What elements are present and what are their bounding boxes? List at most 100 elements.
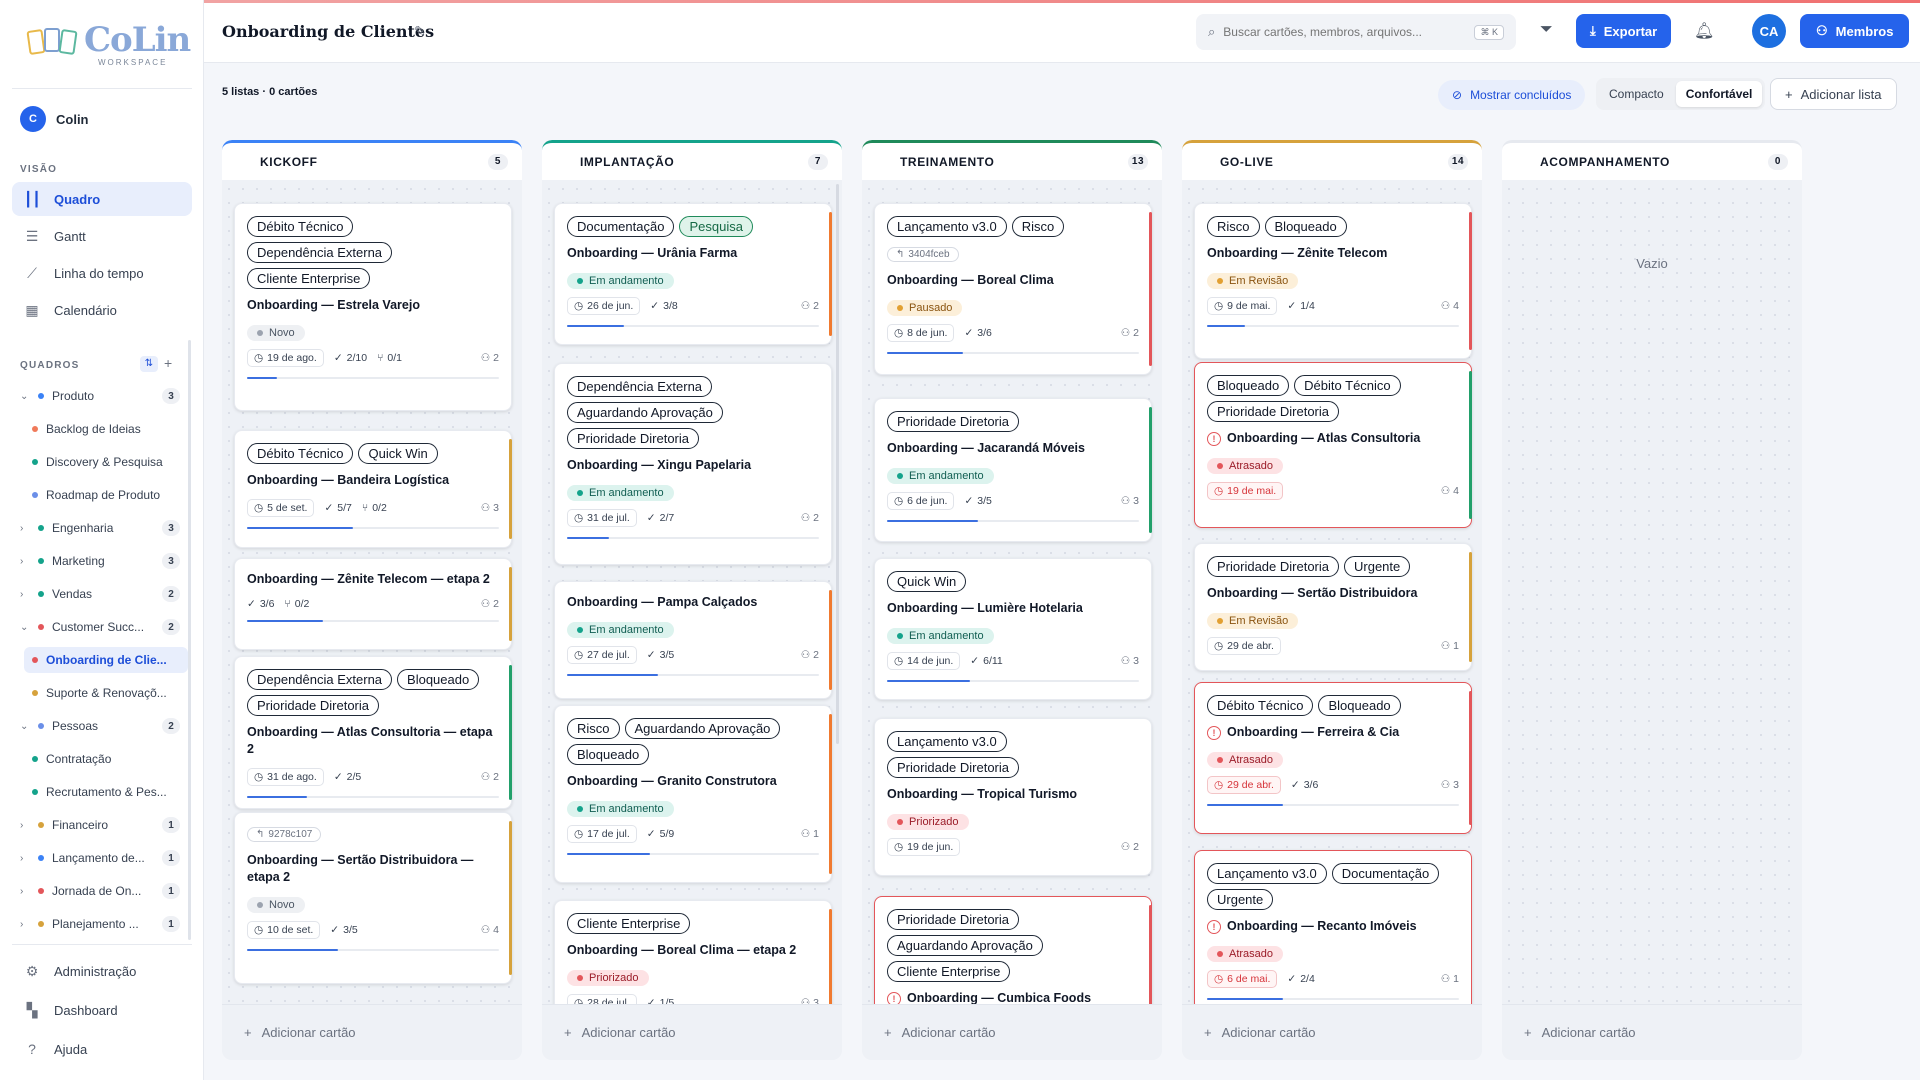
card-tag[interactable]: Prioridade Diretoria xyxy=(887,411,1019,432)
card-tag[interactable]: Prioridade Diretoria xyxy=(887,757,1019,778)
card-tag[interactable]: Documentação xyxy=(567,216,675,237)
task-card[interactable]: Débito Técnico Quick Win Onboarding — Band… xyxy=(234,430,512,548)
card-tag[interactable]: Cliente Enterprise xyxy=(247,268,371,289)
card-tag[interactable]: Risco xyxy=(1207,216,1260,237)
due-date[interactable]: ◷ 6 de mai. xyxy=(1207,970,1278,988)
density-compact[interactable]: Compacto xyxy=(1609,87,1664,101)
card-tag[interactable]: Aguardando Aprovação xyxy=(567,402,723,423)
task-card[interactable]: Bloqueado Débito Técnico Prioridade Direto… xyxy=(1194,362,1472,528)
card-tag[interactable]: Quick Win xyxy=(887,571,967,592)
board-item[interactable]: Roadmap de Produto xyxy=(28,482,188,508)
card-tag[interactable]: Dependência Externa xyxy=(247,669,393,690)
board-group[interactable]: › Jornada de On... 1 xyxy=(20,878,180,904)
due-date[interactable]: ◷ 19 de mai. xyxy=(1207,482,1284,500)
members-button[interactable]: ⚇ Membros xyxy=(1800,14,1910,48)
board-group[interactable]: ⌄ Produto 3 xyxy=(20,383,180,409)
chevron-icon[interactable]: ⌄ xyxy=(20,621,29,633)
card-tag[interactable]: Urgente xyxy=(1344,556,1411,577)
task-card[interactable]: Prioridade Diretoria Onboarding — Jacaran… xyxy=(874,398,1152,542)
due-date[interactable]: ◷ 5 de set. xyxy=(247,499,315,517)
card-tag[interactable]: Cliente Enterprise xyxy=(567,913,691,934)
bell-icon[interactable]: 🔔︎ xyxy=(1694,23,1715,40)
task-card[interactable]: Prioridade Diretoria Urgente Onboarding — … xyxy=(1194,543,1472,671)
commit-ref[interactable]: ↰ 9278c107 xyxy=(247,827,322,842)
task-card[interactable]: ↰ 9278c107 Onboarding — Sertão Distribuido… xyxy=(234,812,512,984)
add-card-button[interactable]: + Adicionar cartão xyxy=(862,1004,1162,1060)
search-box[interactable]: ⌕ ⌘ K xyxy=(1196,14,1516,50)
card-tag[interactable]: Prioridade Diretoria xyxy=(567,428,699,449)
due-date[interactable]: ◷ 19 de ago. xyxy=(247,349,324,367)
board-group[interactable]: ⌄ Customer Succ... 2 xyxy=(20,614,180,640)
due-date[interactable]: ◷ 29 de abr. xyxy=(1207,776,1281,794)
board-item[interactable]: Recrutamento & Pes... xyxy=(28,779,188,805)
due-date[interactable]: ◷ 14 de jun. xyxy=(887,652,961,670)
card-tag[interactable]: Pesquisa xyxy=(679,216,753,237)
nav-gear[interactable]: ⚙ Administração xyxy=(12,954,192,988)
card-tag[interactable]: Débito Técnico xyxy=(247,443,354,464)
card-tag[interactable]: Bloqueado xyxy=(567,744,650,765)
due-date[interactable]: ◷ 28 de jul. xyxy=(567,994,637,1004)
card-tag[interactable]: Prioridade Diretoria xyxy=(887,909,1019,930)
nav-help[interactable]: ? Ajuda xyxy=(12,1032,192,1066)
board-item[interactable]: Contratação xyxy=(28,746,188,772)
board-item[interactable]: Suporte & Renovaçõ... xyxy=(28,680,188,706)
due-date[interactable]: ◷ 10 de set. xyxy=(247,921,321,939)
column-scrollbar[interactable] xyxy=(836,184,839,744)
card-tag[interactable]: Débito Técnico xyxy=(1207,695,1314,716)
board-item[interactable]: Onboarding de Clie... xyxy=(24,647,188,673)
nav-timeline[interactable]: ⟋ Linha do tempo xyxy=(12,256,192,290)
card-tag[interactable]: Débito Técnico xyxy=(247,216,354,237)
commit-ref[interactable]: ↰ 3404fceb xyxy=(887,247,959,262)
board-group[interactable]: ⌄ Pessoas 2 xyxy=(20,713,180,739)
due-date[interactable]: ◷ 27 de jul. xyxy=(567,646,637,664)
chevron-icon[interactable]: › xyxy=(20,522,24,534)
edit-title-icon[interactable]: ✎ xyxy=(414,23,426,39)
card-tag[interactable]: Dependência Externa xyxy=(247,242,393,263)
task-card[interactable]: Risco Aguardando Aprovação Bloqueado Onboar… xyxy=(554,705,832,883)
add-card-button[interactable]: + Adicionar cartão xyxy=(222,1004,522,1060)
show-done-button[interactable]: ⊘ Mostrar concluídos xyxy=(1438,80,1586,110)
task-card[interactable]: Prioridade Diretoria Aguardando Aprovação… xyxy=(874,896,1152,1004)
due-date[interactable]: ◷ 31 de ago. xyxy=(247,768,324,786)
add-list-button[interactable]: + Adicionar lista xyxy=(1770,78,1897,110)
task-card[interactable]: Dependência Externa Bloqueado Prioridade D… xyxy=(234,656,512,809)
task-card[interactable]: Lançamento v3.0 Risco ↰ 3404fceb Onboarding … xyxy=(874,203,1152,375)
card-tag[interactable]: Prioridade Diretoria xyxy=(1207,401,1339,422)
board-group[interactable]: › Marketing 3 xyxy=(20,548,180,574)
card-tag[interactable]: Lançamento v3.0 xyxy=(1207,863,1327,884)
export-button[interactable]: ⤓ Exportar xyxy=(1576,14,1672,48)
board-item[interactable]: Discovery & Pesquisa xyxy=(28,449,188,475)
board-group[interactable]: › Planejamento ... 1 xyxy=(20,911,180,937)
board-group[interactable]: › Engenharia 3 xyxy=(20,515,180,541)
boards-filter-icon[interactable]: ⇅ xyxy=(140,356,158,372)
nav-gantt[interactable]: ☰ Gantt xyxy=(12,219,192,253)
chevron-icon[interactable]: › xyxy=(20,918,24,930)
card-tag[interactable]: Urgente xyxy=(1207,889,1274,910)
card-tag[interactable]: Aguardando Aprovação xyxy=(887,935,1043,956)
add-card-button[interactable]: + Adicionar cartão xyxy=(542,1004,842,1060)
card-tag[interactable]: Risco xyxy=(1011,216,1065,237)
task-card[interactable]: Débito Técnico Bloqueado! Onboarding — Fer… xyxy=(1194,682,1472,834)
card-tag[interactable]: Lançamento v3.0 xyxy=(887,731,1007,752)
chevron-icon[interactable]: ⌄ xyxy=(20,720,29,732)
card-tag[interactable]: Bloqueado xyxy=(1318,695,1401,716)
workspace-switcher[interactable]: C Colin xyxy=(20,106,89,132)
board-group[interactable]: › Vendas 2 xyxy=(20,581,180,607)
task-card[interactable]: Risco Bloqueado Onboarding — Zênite Teleco… xyxy=(1194,203,1472,359)
card-tag[interactable]: Risco xyxy=(567,718,620,739)
add-card-button[interactable]: + Adicionar cartão xyxy=(1182,1004,1482,1060)
due-date[interactable]: ◷ 9 de mai. xyxy=(1207,297,1278,315)
sidebar-scrollbar[interactable] xyxy=(188,340,191,940)
user-avatar[interactable]: CA xyxy=(1752,14,1786,48)
due-date[interactable]: ◷ 6 de jun. xyxy=(887,492,955,510)
task-card[interactable]: Onboarding — Zênite Telecom — etapa 2 ✓ 3/… xyxy=(234,558,512,650)
card-tag[interactable]: Lançamento v3.0 xyxy=(887,216,1007,237)
card-tag[interactable]: Cliente Enterprise xyxy=(887,961,1011,982)
task-card[interactable]: Lançamento v3.0 Documentação Urgente! Onboa… xyxy=(1194,850,1472,1004)
board-group[interactable]: › Lançamento de... 1 xyxy=(20,845,180,871)
chevron-icon[interactable]: › xyxy=(20,885,24,897)
card-tag[interactable]: Bloqueado xyxy=(1264,216,1347,237)
card-tag[interactable]: Dependência Externa xyxy=(567,376,713,397)
add-card-button[interactable]: + Adicionar cartão xyxy=(1502,1004,1802,1060)
card-tag[interactable]: Documentação xyxy=(1331,863,1440,884)
